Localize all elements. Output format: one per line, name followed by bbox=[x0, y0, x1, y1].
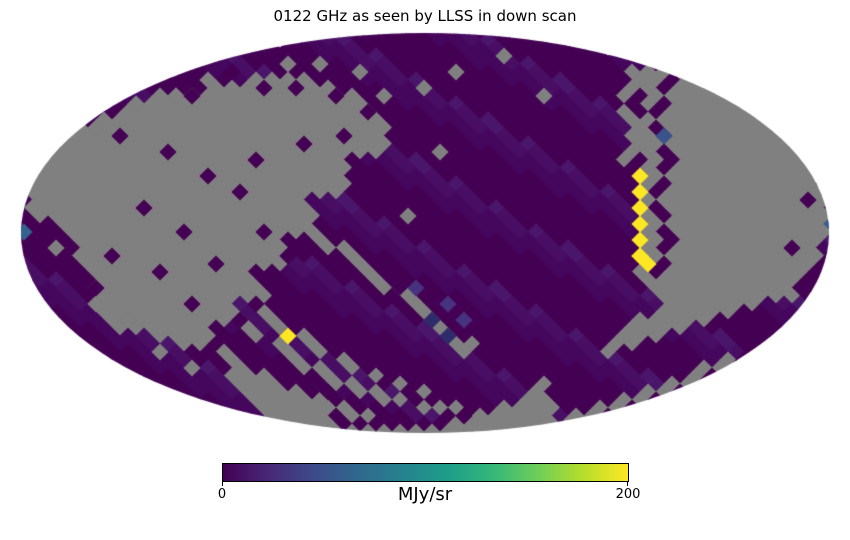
colorbar-max-label: 200 bbox=[615, 487, 641, 502]
colorbar-min-label: 0 bbox=[217, 487, 227, 502]
colorbar-gradient bbox=[222, 463, 629, 482]
colorbar-tick-max bbox=[627, 481, 628, 486]
colorbar-unit-label: MJy/sr bbox=[397, 484, 453, 505]
colorbar-tick-min bbox=[222, 481, 223, 486]
plot-title: 0122 GHz as seen by LLSS in down scan bbox=[273, 7, 577, 25]
